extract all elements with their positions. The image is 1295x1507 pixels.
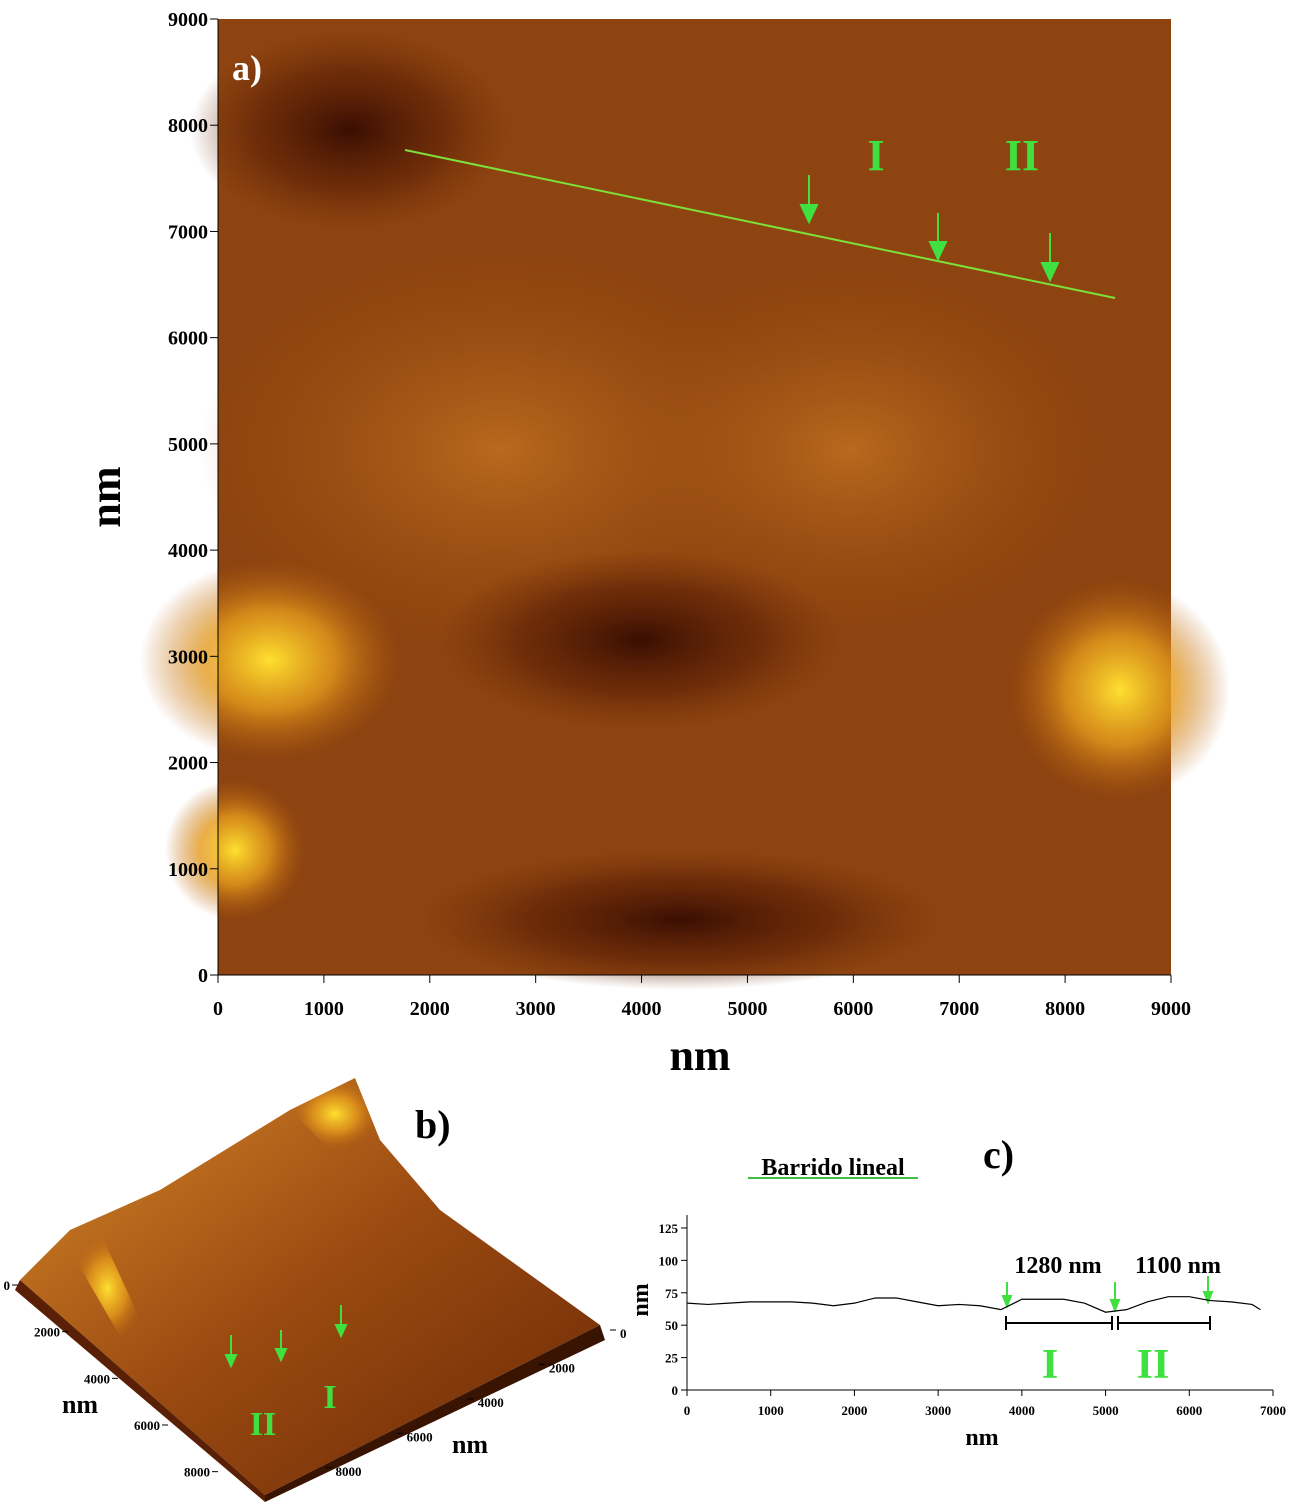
region-label: I xyxy=(867,131,884,180)
y-axis-label: nm xyxy=(628,1283,654,1316)
x-tick-label: 0 xyxy=(684,1403,691,1418)
y-tick-label: 5000 xyxy=(168,434,208,456)
y-tick-label: 8000 xyxy=(168,115,208,137)
arrows xyxy=(1003,1276,1212,1310)
x-tick-label: 2000 xyxy=(841,1403,867,1418)
panel-label: b) xyxy=(415,1102,451,1147)
region-label: II xyxy=(1005,131,1039,180)
y-tick-label: 7000 xyxy=(168,221,208,243)
x-tick-label: 0 xyxy=(213,998,223,1020)
annotation: II xyxy=(1137,1342,1170,1388)
y-axis-label: nm xyxy=(452,1430,488,1459)
x-tick-label: 7000 xyxy=(1260,1403,1286,1418)
image-shading xyxy=(1010,580,1230,800)
annotation: 1280 nm xyxy=(1014,1253,1101,1279)
panel-label: c) xyxy=(983,1132,1014,1177)
x-tick-label: 1000 xyxy=(304,998,344,1020)
y-tick-label: 1000 xyxy=(168,859,208,881)
y-tick-label: 125 xyxy=(659,1221,679,1236)
y-tick-label: 6000 xyxy=(168,328,208,350)
y-tick-label: 4000 xyxy=(168,540,208,562)
y-tick-label: 50 xyxy=(665,1318,678,1333)
brackets xyxy=(1006,1316,1210,1330)
annotation: I xyxy=(1042,1342,1058,1388)
y-tick-label: 6000 xyxy=(407,1429,433,1444)
figure: 0100020003000400050006000700080009000010… xyxy=(0,0,1295,1502)
y-tick-label: 9000 xyxy=(168,9,208,31)
x-tick-label: 8000 xyxy=(184,1465,210,1480)
y-tick-label: 2000 xyxy=(168,753,208,775)
x-tick-label: 4000 xyxy=(622,998,662,1020)
annotation: 1100 nm xyxy=(1135,1253,1221,1279)
panel-label: a) xyxy=(232,48,262,88)
y-tick-label: 3000 xyxy=(168,646,208,668)
image-shading xyxy=(420,850,940,990)
x-tick-label: 6000 xyxy=(833,998,873,1020)
y-tick-label: 75 xyxy=(665,1286,679,1301)
x-tick-label: 1000 xyxy=(758,1403,784,1418)
panel-a: 0 1000 2000 3000 4000 5000 6000 7000 8000 9000 0 10… xyxy=(81,9,1230,1080)
x-tick-label: 0 xyxy=(4,1278,11,1293)
profile-line xyxy=(687,1297,1260,1313)
y-tick-label: 100 xyxy=(659,1253,679,1268)
chart-title: Barrido lineal xyxy=(761,1155,905,1181)
x-tick-label: 6000 xyxy=(134,1418,160,1433)
x-tick-label: 6000 xyxy=(1176,1403,1202,1418)
x-axis-label: nm xyxy=(965,1425,998,1451)
x-tick-label: 2000 xyxy=(410,998,450,1020)
panel-c: 0 1000 2000 3000 4000 5000 6000 7000 0 25 50 75 100 1… xyxy=(628,1132,1286,1451)
y-tick-label: 25 xyxy=(665,1351,679,1366)
x-tick-label: 3000 xyxy=(516,998,556,1020)
y-tick-label: 4000 xyxy=(478,1395,504,1410)
x-axis-label: nm xyxy=(669,1031,730,1080)
y-tick-label: 0 xyxy=(672,1383,679,1398)
x-axis-label: nm xyxy=(62,1390,98,1419)
image-shading xyxy=(165,780,305,920)
x-tick-label: 3000 xyxy=(925,1403,951,1418)
x-tick-label: 4000 xyxy=(1009,1403,1035,1418)
region-label: II xyxy=(250,1406,276,1443)
image-shading xyxy=(440,550,840,730)
x-tick-label: 7000 xyxy=(939,998,979,1020)
x-tick-label: 4000 xyxy=(84,1371,110,1386)
x-tick-label: 5000 xyxy=(1093,1403,1119,1418)
y-tick-label: 2000 xyxy=(549,1360,575,1375)
x-tick-label: 8000 xyxy=(1045,998,1085,1020)
panel-b: 0 2000 4000 6000 8000 0 2000 4000 6000 8000 nm nm b)… xyxy=(4,1078,627,1502)
x-tick-label: 9000 xyxy=(1151,998,1191,1020)
x-tick-label: 2000 xyxy=(34,1325,60,1340)
y-tick-label: 0 xyxy=(620,1326,627,1341)
y-tick-label: 8000 xyxy=(336,1464,362,1479)
y-tick-label: 0 xyxy=(198,965,208,987)
x-tick-label: 5000 xyxy=(727,998,767,1020)
y-axis-label: nm xyxy=(81,466,130,527)
region-label: I xyxy=(323,1379,336,1416)
